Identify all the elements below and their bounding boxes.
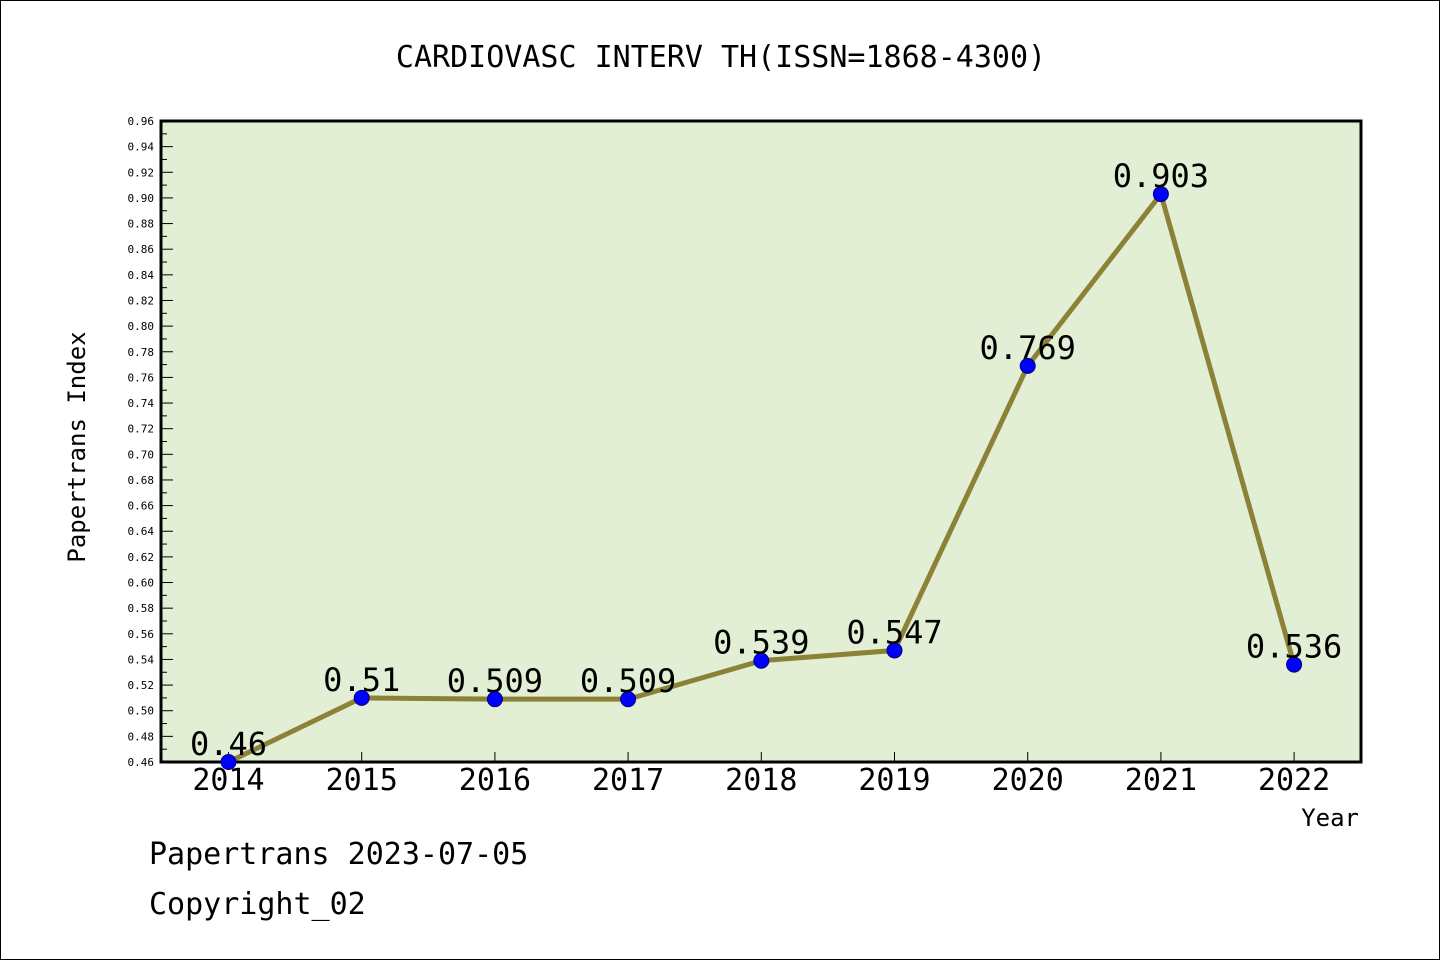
data-label: 0.51 [323,661,400,699]
y-tick-label: 0.74 [128,397,155,410]
y-tick-label: 0.50 [128,705,155,718]
x-tick-label: 2015 [326,763,398,798]
y-tick-label: 0.52 [128,679,155,692]
y-axis: 0.46 0.48 0.50 0.52 0.54 0.56 0.58 0.60 0.62 0.64… [128,115,173,769]
x-axis-label: Year [1301,804,1359,832]
data-point [220,754,237,770]
data-point [753,652,770,669]
x-tick-label: 2016 [459,763,531,798]
y-tick-label: 0.70 [128,448,155,461]
y-tick-label: 0.88 [128,218,155,231]
footer-copyright: Copyright_02 [149,887,366,922]
y-tick-label: 0.66 [128,500,155,513]
data-label: 0.547 [846,613,942,651]
x-tick-label: 2017 [592,763,664,798]
y-tick-label: 0.68 [128,474,155,487]
y-tick-label: 0.58 [128,602,155,615]
y-tick-label: 0.90 [128,192,155,205]
x-tick-label: 2021 [1125,763,1197,798]
x-tick-label: 2020 [992,763,1064,798]
y-tick-label: 0.84 [128,269,155,282]
y-tick-label: 0.64 [128,525,155,538]
y-axis-label: Papertrans Index [63,331,91,562]
y-tick-label: 0.72 [128,423,155,436]
data-point [486,691,503,708]
y-tick-label: 0.48 [128,730,155,743]
data-label: 0.539 [713,624,809,662]
series-line-group: 0.46 0.51 0.509 0.509 0.539 0.547 0.769 0.903 0.… [190,157,1342,770]
y-tick-label: 0.76 [128,371,155,384]
y-tick-label: 0.56 [128,628,155,641]
y-tick-label: 0.92 [128,166,155,179]
data-point [353,689,370,706]
footer-date: Papertrans 2023-07-05 [149,837,528,872]
data-label: 0.769 [980,329,1076,367]
x-tick-label: 2022 [1258,763,1330,798]
y-tick-label: 0.54 [128,653,155,666]
data-label: 0.46 [190,725,267,763]
y-tick-label: 0.60 [128,577,155,590]
data-point [1019,357,1036,374]
x-tick-label: 2019 [858,763,930,798]
data-label: 0.509 [447,662,543,700]
data-label: 0.536 [1246,628,1342,666]
data-point [886,642,903,659]
x-axis: 2014 2015 2016 2017 2018 2019 2020 2021 2022 [192,752,1330,798]
y-tick-label: 0.94 [128,141,155,154]
y-tick-label: 0.62 [128,551,155,564]
y-tick-label: 0.82 [128,294,155,307]
chart-title: CARDIOVASC INTERV TH(ISSN=1868-4300) [396,40,1046,75]
y-tick-label: 0.46 [128,756,155,769]
data-point [1152,186,1169,203]
data-label: 0.903 [1113,157,1209,195]
data-label: 0.509 [580,662,676,700]
data-point [620,691,637,708]
y-tick-label: 0.80 [128,320,155,333]
data-point [1286,656,1303,673]
y-tick-label: 0.86 [128,243,155,256]
y-tick-label: 0.78 [128,346,155,359]
x-tick-label: 2018 [725,763,797,798]
y-tick-label: 0.96 [128,115,155,128]
